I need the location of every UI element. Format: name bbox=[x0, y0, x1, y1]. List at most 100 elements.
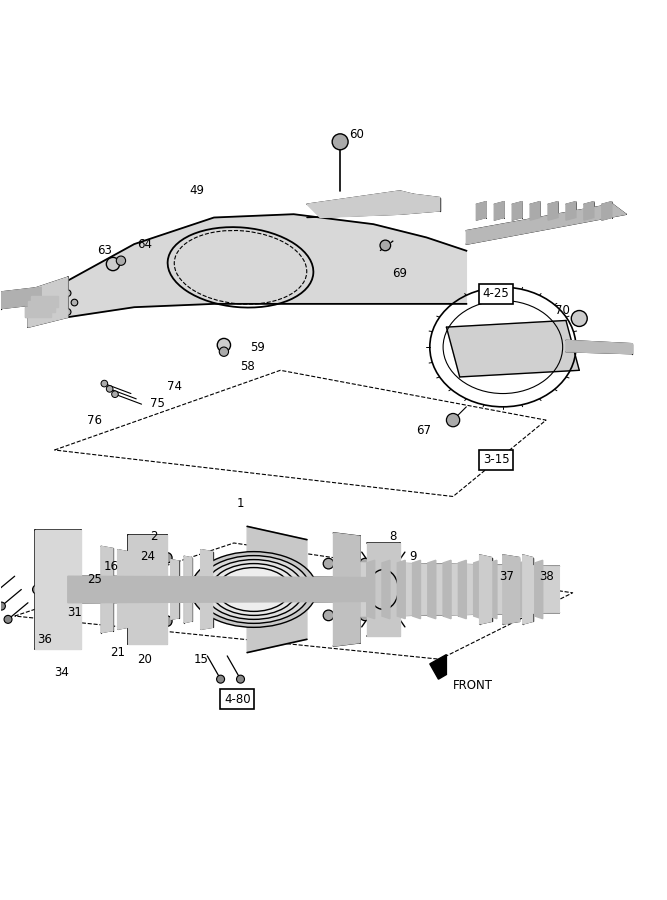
Text: 75: 75 bbox=[150, 397, 165, 410]
Ellipse shape bbox=[204, 560, 303, 619]
Circle shape bbox=[360, 610, 370, 621]
Text: FRONT: FRONT bbox=[453, 680, 493, 692]
Polygon shape bbox=[446, 320, 579, 377]
Circle shape bbox=[323, 558, 334, 569]
Text: 60: 60 bbox=[350, 128, 364, 141]
Circle shape bbox=[33, 585, 42, 594]
Circle shape bbox=[42, 616, 51, 625]
Polygon shape bbox=[489, 561, 497, 618]
Polygon shape bbox=[535, 561, 543, 618]
Circle shape bbox=[217, 338, 231, 352]
Circle shape bbox=[70, 585, 79, 594]
Text: 24: 24 bbox=[140, 550, 155, 562]
Circle shape bbox=[48, 286, 55, 292]
Circle shape bbox=[123, 616, 133, 626]
Circle shape bbox=[111, 391, 118, 398]
Polygon shape bbox=[35, 530, 81, 649]
Ellipse shape bbox=[217, 568, 290, 611]
Circle shape bbox=[161, 616, 172, 626]
Polygon shape bbox=[413, 561, 420, 618]
Circle shape bbox=[323, 610, 334, 621]
Text: 15: 15 bbox=[193, 652, 208, 666]
Circle shape bbox=[237, 675, 245, 683]
Circle shape bbox=[360, 558, 370, 569]
Circle shape bbox=[446, 413, 460, 427]
Polygon shape bbox=[602, 202, 612, 220]
Text: 8: 8 bbox=[390, 530, 397, 543]
Polygon shape bbox=[566, 202, 576, 220]
Text: 67: 67 bbox=[416, 424, 431, 436]
Text: 2: 2 bbox=[151, 530, 158, 543]
Polygon shape bbox=[247, 526, 307, 652]
Circle shape bbox=[101, 381, 107, 387]
Circle shape bbox=[31, 309, 38, 315]
Circle shape bbox=[64, 309, 71, 315]
Circle shape bbox=[123, 553, 133, 563]
Circle shape bbox=[25, 299, 31, 306]
Circle shape bbox=[64, 290, 71, 296]
Circle shape bbox=[31, 290, 38, 296]
Polygon shape bbox=[503, 555, 520, 624]
Text: 69: 69 bbox=[392, 267, 408, 281]
Circle shape bbox=[219, 347, 229, 356]
Text: 3-15: 3-15 bbox=[483, 454, 510, 466]
Circle shape bbox=[48, 312, 55, 319]
Circle shape bbox=[572, 310, 587, 327]
Circle shape bbox=[4, 616, 12, 624]
Polygon shape bbox=[512, 202, 522, 220]
Circle shape bbox=[378, 584, 389, 595]
Text: 37: 37 bbox=[499, 570, 514, 582]
Text: 49: 49 bbox=[190, 184, 205, 197]
Polygon shape bbox=[307, 191, 440, 218]
Polygon shape bbox=[28, 302, 55, 311]
Polygon shape bbox=[476, 202, 486, 220]
Polygon shape bbox=[25, 307, 51, 317]
Circle shape bbox=[42, 554, 51, 562]
Polygon shape bbox=[430, 654, 446, 680]
Polygon shape bbox=[480, 555, 492, 624]
Polygon shape bbox=[458, 561, 466, 618]
Circle shape bbox=[106, 385, 113, 392]
Text: 70: 70 bbox=[555, 304, 570, 317]
Text: 74: 74 bbox=[167, 381, 181, 393]
Text: 36: 36 bbox=[37, 633, 52, 646]
Text: 9: 9 bbox=[410, 550, 417, 562]
Ellipse shape bbox=[191, 552, 317, 627]
Polygon shape bbox=[1, 287, 41, 309]
Text: 64: 64 bbox=[137, 238, 151, 250]
Polygon shape bbox=[382, 561, 390, 618]
Polygon shape bbox=[398, 561, 406, 618]
Ellipse shape bbox=[197, 555, 310, 624]
Polygon shape bbox=[28, 277, 68, 327]
Polygon shape bbox=[360, 562, 560, 616]
Circle shape bbox=[61, 554, 70, 562]
Text: 4-80: 4-80 bbox=[224, 693, 251, 706]
Polygon shape bbox=[367, 543, 400, 636]
Circle shape bbox=[106, 257, 119, 271]
Circle shape bbox=[380, 240, 391, 251]
Polygon shape bbox=[117, 550, 127, 629]
Polygon shape bbox=[101, 546, 113, 633]
Text: 16: 16 bbox=[103, 560, 119, 572]
Text: 25: 25 bbox=[87, 573, 102, 586]
Polygon shape bbox=[584, 202, 594, 220]
Ellipse shape bbox=[211, 563, 297, 616]
Polygon shape bbox=[334, 533, 360, 646]
Polygon shape bbox=[520, 561, 528, 618]
Polygon shape bbox=[68, 576, 367, 603]
Circle shape bbox=[61, 616, 70, 625]
Circle shape bbox=[71, 299, 78, 306]
Circle shape bbox=[217, 675, 225, 683]
Polygon shape bbox=[494, 202, 504, 220]
Text: 59: 59 bbox=[249, 340, 265, 354]
Circle shape bbox=[103, 584, 114, 595]
Polygon shape bbox=[127, 535, 167, 644]
Text: 4-25: 4-25 bbox=[483, 287, 510, 301]
Polygon shape bbox=[428, 561, 436, 618]
Polygon shape bbox=[31, 296, 58, 307]
Polygon shape bbox=[504, 561, 512, 618]
Text: 58: 58 bbox=[239, 361, 255, 374]
Circle shape bbox=[0, 602, 5, 610]
Polygon shape bbox=[548, 202, 558, 220]
Polygon shape bbox=[68, 214, 466, 317]
